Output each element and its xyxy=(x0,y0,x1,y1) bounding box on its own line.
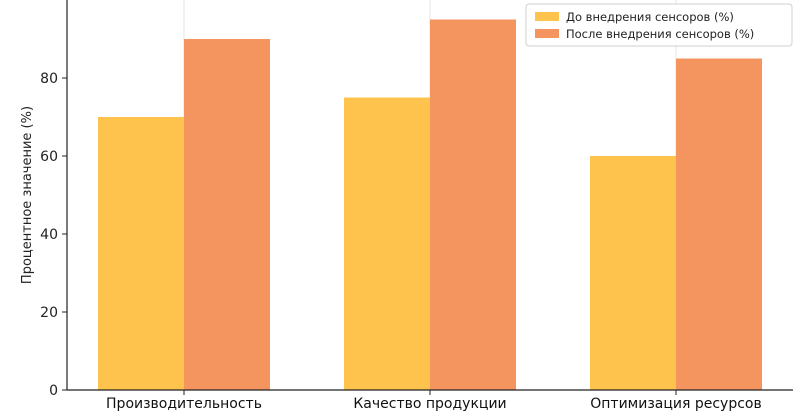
bar xyxy=(676,58,762,390)
y-axis-label: Процентное значение (%) xyxy=(20,106,35,284)
bar xyxy=(590,156,676,390)
x-tick-label: Оптимизация ресурсов xyxy=(590,396,762,412)
x-tick-label: Производительность xyxy=(106,396,262,412)
y-tick-label: 80 xyxy=(40,71,58,87)
legend-swatch xyxy=(535,29,559,38)
bar xyxy=(98,117,184,390)
bar xyxy=(344,97,430,390)
y-tick-label: 20 xyxy=(40,305,58,321)
legend-swatch xyxy=(535,12,559,21)
legend-label: После внедрения сенсоров (%) xyxy=(566,27,754,41)
bar xyxy=(184,39,270,390)
legend: До внедрения сенсоров (%) После внедрения… xyxy=(525,3,793,47)
y-tick-label: 40 xyxy=(40,227,58,243)
y-tick-label: 60 xyxy=(40,149,58,165)
bar xyxy=(430,19,516,390)
y-tick-label: 0 xyxy=(49,383,58,399)
legend-label: До внедрения сенсоров (%) xyxy=(566,10,734,24)
labels-layer: 0 20 40 60 80 Производительность Качество прод… xyxy=(20,71,762,412)
x-tick-label: Качество продукции xyxy=(353,396,506,412)
bars-layer xyxy=(98,19,762,390)
legend-box xyxy=(525,3,793,47)
axes-layer xyxy=(62,0,793,395)
